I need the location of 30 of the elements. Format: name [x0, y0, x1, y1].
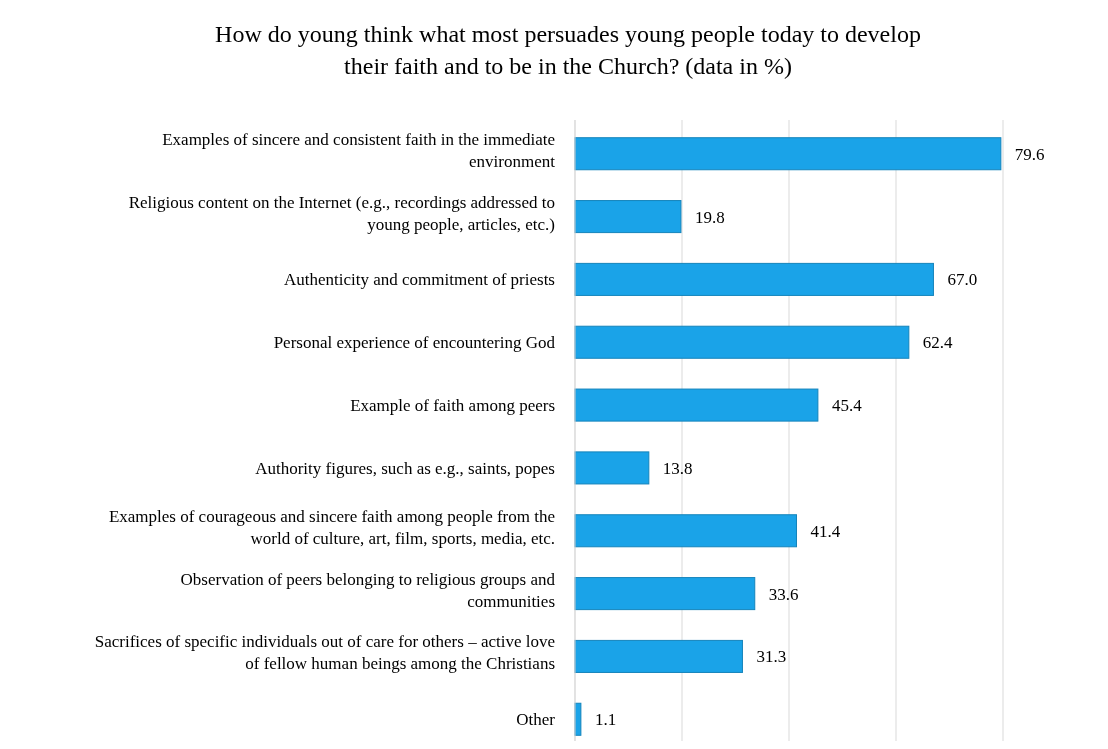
bar: [574, 200, 682, 234]
chart-title: How do young think what most persuades young people today to develop their faith and to be in the Church? (data in %): [215, 21, 921, 79]
data-label: 41.4: [810, 521, 841, 541]
bar: [574, 137, 1002, 171]
data-label: 19.8: [694, 207, 725, 227]
data-label: 13.8: [662, 458, 693, 478]
bar: [574, 514, 797, 548]
y-tick-label: Observation of peers belonging to religious groups and communities: [180, 569, 556, 611]
bar: [574, 451, 650, 485]
data-label: 1.1: [594, 710, 617, 730]
y-tick-label: Examples of courageous and sincere faith among people from the world of culture, art, film, sports, media, etc.: [108, 506, 555, 548]
data-label: 31.3: [756, 647, 787, 667]
bar: [574, 388, 819, 422]
y-tick-label: Example of faith among peers: [350, 396, 555, 416]
data-label: 45.4: [831, 396, 863, 416]
data-label: 67.0: [947, 270, 978, 290]
y-tick-label: Religious content on the Internet (e.g., recordings addressed to young people, articles, etc.): [128, 192, 555, 234]
data-label: 79.6: [1014, 144, 1045, 164]
bar: [574, 639, 743, 673]
bar: [574, 262, 934, 296]
y-tick-label: Sacrifices of specific individuals out of care for others – active love of fellow human beings among the Christians: [94, 632, 555, 674]
data-label: 62.4: [922, 333, 954, 353]
y-tick-label: Personal experience of encountering God: [273, 333, 556, 353]
y-tick-label: Other: [516, 710, 556, 730]
y-tick-label: Authenticity and commitment of priests: [283, 270, 555, 290]
y-tick-label: Examples of sincere and consistent faith in the immediate environment: [162, 129, 556, 171]
y-tick-label: Authority figures, such as e.g., saints, popes: [255, 458, 555, 478]
bar: [574, 325, 910, 359]
data-label: 33.6: [768, 584, 799, 604]
bar: [574, 577, 756, 611]
